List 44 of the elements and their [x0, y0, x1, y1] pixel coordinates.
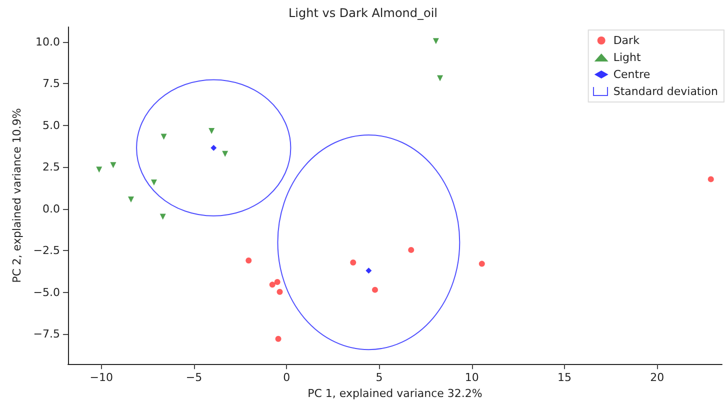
point: [210, 144, 217, 151]
point: [222, 150, 228, 157]
x-tick-label: 5: [376, 371, 383, 384]
x-tick-label: −10: [90, 371, 113, 384]
point: [274, 278, 280, 285]
point: [160, 134, 167, 140]
y-tick-label: −7.5: [33, 328, 60, 341]
point: [160, 214, 166, 220]
y-tick-label: 5.0: [42, 118, 60, 132]
legend-label: Centre: [613, 68, 650, 81]
legend-label: Light: [613, 51, 642, 64]
point: [110, 162, 116, 168]
point: [246, 257, 252, 264]
y-tick-label: 10.0: [36, 36, 60, 49]
y-tick-label: −5.0: [33, 286, 60, 299]
point: [96, 166, 102, 173]
y-axis-title: PC 2, explained variance 10.9%: [10, 108, 24, 283]
y-tick-label: 2.5: [42, 160, 60, 174]
x-tick-label: 15: [558, 371, 572, 384]
point: [372, 286, 378, 293]
point: [478, 260, 485, 267]
annotation: Standard deviation: [613, 85, 718, 98]
point: [276, 288, 283, 295]
legend-label: Dark: [613, 34, 640, 47]
chart-title: Light vs Dark Almond_oil: [288, 6, 438, 20]
y-tick-label: 0.0: [42, 202, 60, 216]
point: [275, 336, 282, 342]
x-tick-label: 0: [283, 371, 290, 384]
x-tick-label: −5: [186, 371, 202, 384]
y-tick-label: −2.5: [33, 244, 60, 258]
x-tick-label: 10: [464, 371, 479, 384]
y-tick-label: 7.5: [42, 77, 60, 90]
point: [150, 180, 157, 186]
x-tick-label: 20: [650, 371, 664, 384]
point: [366, 268, 372, 274]
point: [208, 128, 215, 134]
point: [708, 176, 714, 182]
point: [408, 246, 414, 253]
point: [128, 196, 134, 203]
point: [269, 282, 276, 288]
point: [350, 259, 356, 266]
point: [437, 75, 444, 82]
x-axis-title: PC 1, explained variance 32.2%: [308, 387, 482, 400]
point: [432, 38, 439, 44]
